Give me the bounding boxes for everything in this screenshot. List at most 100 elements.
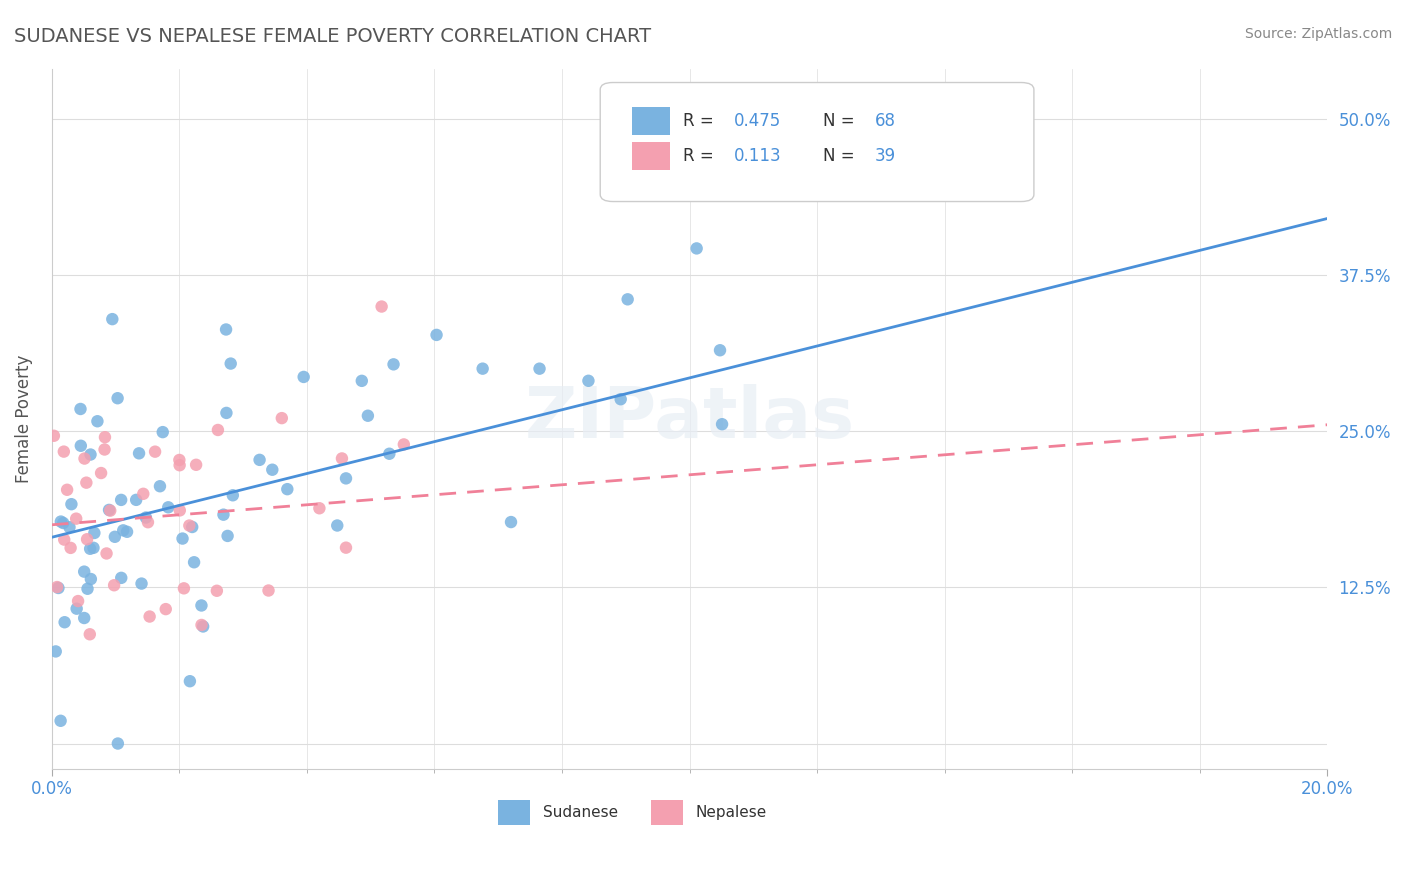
Point [104, 530, 127, 544]
Point [143, 444, 166, 458]
Point [215, 406, 238, 420]
Point [112, 524, 135, 538]
Point [152, 425, 174, 439]
Point [131, 576, 153, 591]
Point [67, 594, 90, 608]
Point [58, 520, 80, 534]
Point [94, 430, 117, 444]
Point [101, 312, 124, 326]
Point [65, 511, 87, 525]
Point [378, 447, 401, 461]
Point [80, 572, 103, 586]
Point [42, 429, 65, 443]
Point [149, 479, 172, 493]
Point [308, 501, 330, 516]
Point [52, 516, 75, 530]
Point [191, 619, 214, 633]
Point [173, 582, 195, 596]
Point [83, 525, 105, 540]
Point [59, 541, 82, 555]
Point [212, 508, 235, 522]
FancyBboxPatch shape [498, 800, 530, 824]
Text: Sudanese: Sudanese [543, 805, 619, 820]
Point [219, 357, 242, 371]
Point [49, 714, 72, 728]
Point [179, 674, 201, 689]
Point [75, 475, 97, 490]
Point [90, 466, 112, 480]
Point [79, 448, 101, 462]
Point [183, 555, 205, 569]
Point [190, 599, 212, 613]
Point [103, 578, 125, 592]
Text: 68: 68 [875, 112, 896, 130]
Point [66, 601, 89, 615]
Point [76, 582, 98, 596]
Point [73, 611, 96, 625]
Point [711, 417, 734, 432]
FancyBboxPatch shape [600, 83, 1033, 202]
Point [53, 615, 76, 630]
Point [52, 444, 75, 458]
Text: R =: R = [683, 147, 718, 165]
Point [326, 518, 349, 533]
Point [335, 471, 357, 485]
Point [179, 518, 201, 533]
Point [181, 520, 204, 534]
Text: Nepalese: Nepalese [696, 805, 768, 820]
Text: N =: N = [824, 147, 860, 165]
Point [499, 515, 522, 529]
Point [709, 343, 731, 358]
Point [609, 392, 631, 407]
Point [157, 500, 180, 515]
Text: 39: 39 [875, 147, 896, 165]
Point [425, 327, 447, 342]
Point [184, 458, 207, 472]
Point [330, 451, 353, 466]
Point [257, 583, 280, 598]
Point [350, 374, 373, 388]
Point [138, 609, 160, 624]
Point [132, 487, 155, 501]
Point [205, 583, 228, 598]
Point [53, 533, 76, 547]
Point [276, 482, 298, 496]
Point [125, 492, 148, 507]
Point [471, 361, 494, 376]
Text: SUDANESE VS NEPALESE FEMALE POVERTY CORRELATION CHART: SUDANESE VS NEPALESE FEMALE POVERTY CORR… [14, 27, 651, 45]
Text: R =: R = [683, 112, 718, 130]
Point [107, 391, 129, 405]
Point [136, 515, 159, 529]
Point [46, 580, 69, 594]
Point [529, 361, 551, 376]
FancyBboxPatch shape [651, 800, 683, 824]
Point [69, 439, 91, 453]
Text: 0.113: 0.113 [734, 147, 782, 165]
Point [370, 300, 392, 314]
Point [82, 541, 104, 555]
Text: 0.475: 0.475 [734, 112, 782, 130]
Text: Source: ZipAtlas.com: Source: ZipAtlas.com [1244, 27, 1392, 41]
Point [578, 374, 600, 388]
Point [56, 483, 79, 497]
Point [382, 357, 405, 371]
Y-axis label: Female Poverty: Female Poverty [15, 354, 32, 483]
Point [98, 503, 121, 517]
Point [93, 442, 115, 457]
Point [86, 414, 108, 428]
Point [169, 458, 191, 473]
Point [207, 423, 229, 437]
Point [60, 497, 83, 511]
Text: N =: N = [824, 112, 860, 130]
Point [392, 437, 415, 451]
Point [616, 293, 638, 307]
Point [249, 453, 271, 467]
Point [128, 446, 150, 460]
Point [169, 503, 191, 517]
Point [222, 488, 245, 502]
Point [190, 618, 212, 632]
Point [110, 492, 132, 507]
Point [107, 737, 129, 751]
Text: ZIPatlas: ZIPatlas [524, 384, 855, 453]
Point [48, 581, 70, 595]
